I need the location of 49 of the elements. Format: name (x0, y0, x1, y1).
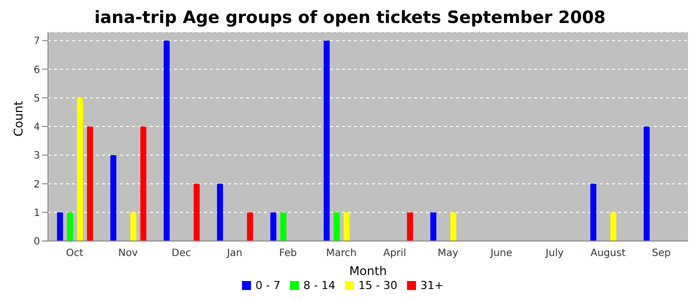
bar (324, 40, 330, 241)
x-tick-label: Sep (652, 248, 671, 260)
y-tick-label: 3 (34, 150, 40, 162)
bar (130, 212, 136, 241)
x-tick-label: August (590, 248, 626, 260)
x-axis-title: Month (349, 264, 387, 278)
y-tick-label: 7 (34, 36, 40, 48)
x-tick-label: Jan (226, 248, 242, 260)
bar (67, 212, 73, 241)
bar (194, 184, 200, 241)
y-tick-label: 0 (34, 236, 40, 248)
bar (334, 212, 340, 241)
x-tick-label: Nov (118, 248, 138, 260)
bar (77, 98, 83, 241)
bar (407, 212, 413, 241)
x-tick-label: Oct (66, 248, 84, 260)
x-tick-label: Feb (279, 248, 297, 260)
legend-label: 0 - 7 (255, 279, 280, 292)
bar (87, 126, 93, 241)
y-tick-label: 1 (34, 208, 40, 219)
bar (270, 212, 276, 241)
bar (164, 40, 170, 241)
bar (590, 184, 596, 241)
legend-label: 15 - 30 (358, 279, 398, 292)
x-tick-label: June (489, 248, 512, 260)
bar (344, 212, 350, 241)
bar (644, 126, 650, 241)
bar (247, 212, 253, 241)
bar (110, 155, 116, 241)
x-tick-label: May (438, 248, 458, 260)
chart-title: iana-trip Age groups of open tickets September 2008 (93, 8, 607, 30)
legend-label: 8 - 14 (303, 279, 336, 292)
bar (57, 212, 63, 241)
bar (450, 212, 456, 241)
x-tick-label: July (544, 248, 564, 260)
bar (140, 126, 146, 241)
x-tick-label: Dec (172, 248, 192, 260)
bar (280, 212, 286, 241)
y-tick-label: 5 (34, 93, 40, 104)
x-tick-label: April (383, 248, 406, 260)
bar (217, 184, 223, 241)
y-tick-label: 6 (34, 64, 40, 76)
bar (430, 212, 436, 241)
bar (610, 212, 616, 241)
y-tick-label: 2 (34, 179, 40, 190)
x-tick-label: March (326, 248, 357, 260)
y-axis-title: Count (11, 100, 26, 136)
y-tick-label: 4 (34, 122, 40, 134)
legend-label: 31+ (420, 279, 444, 292)
